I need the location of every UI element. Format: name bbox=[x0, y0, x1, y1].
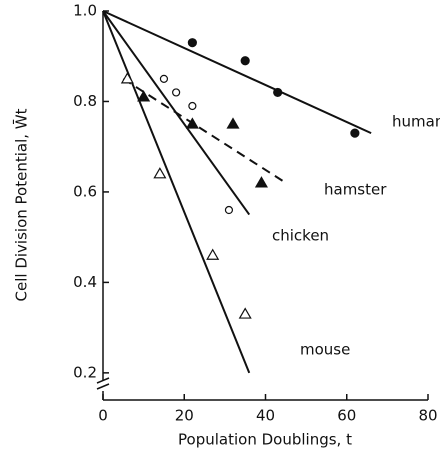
series-label: hamster bbox=[324, 181, 387, 199]
fit-line bbox=[102, 10, 251, 374]
axis-break bbox=[96, 377, 110, 384]
data-point bbox=[240, 56, 250, 66]
fit-line bbox=[102, 10, 372, 135]
x-tick-label: 0 bbox=[98, 407, 108, 425]
fit-line bbox=[122, 78, 287, 184]
data-point bbox=[238, 307, 252, 319]
y-tick-label: 0.2 bbox=[73, 363, 97, 381]
y-tick-label: 1.0 bbox=[73, 2, 97, 20]
data-point bbox=[206, 248, 220, 260]
series-label: human bbox=[392, 113, 440, 131]
y-tick-label: 0.4 bbox=[73, 273, 97, 291]
x-axis-label: Population Doublings, t bbox=[178, 431, 352, 449]
x-tick-label: 20 bbox=[175, 407, 194, 425]
y-axis-label: Cell Division Potential, W̄t bbox=[12, 108, 31, 301]
y-tick-label: 0.8 bbox=[73, 92, 97, 110]
data-point bbox=[226, 117, 240, 129]
data-point bbox=[137, 90, 151, 102]
data-point bbox=[159, 74, 169, 83]
x-tick-label: 60 bbox=[337, 407, 356, 425]
series-label: mouse bbox=[300, 341, 350, 359]
data-point bbox=[273, 87, 283, 98]
axis-break bbox=[96, 383, 110, 390]
data-point bbox=[185, 117, 199, 129]
data-point bbox=[153, 167, 167, 179]
data-point bbox=[187, 38, 197, 48]
y-tick-label: 0.6 bbox=[73, 182, 97, 200]
series-label: chicken bbox=[272, 227, 329, 245]
data-point bbox=[350, 128, 360, 138]
data-point bbox=[120, 72, 134, 84]
data-point bbox=[172, 88, 181, 97]
fit-line bbox=[102, 10, 251, 216]
data-point bbox=[188, 101, 197, 111]
x-tick-label: 80 bbox=[418, 407, 437, 425]
x-tick-label: 40 bbox=[256, 407, 275, 425]
data-point bbox=[224, 205, 234, 215]
data-point bbox=[254, 176, 268, 188]
